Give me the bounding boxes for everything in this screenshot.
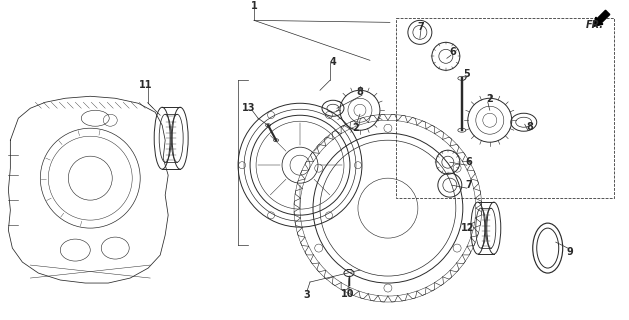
Text: 3: 3 xyxy=(304,290,310,300)
Text: 8: 8 xyxy=(526,122,533,132)
Text: 7: 7 xyxy=(418,22,424,32)
Text: 12: 12 xyxy=(461,223,474,233)
Text: 6: 6 xyxy=(465,157,472,167)
Text: 9: 9 xyxy=(566,247,573,257)
Text: FR.: FR. xyxy=(586,20,604,30)
Text: 8: 8 xyxy=(357,87,364,97)
Text: 2: 2 xyxy=(353,123,359,133)
Text: 10: 10 xyxy=(341,289,355,299)
Text: 1: 1 xyxy=(251,1,257,12)
Text: 11: 11 xyxy=(138,80,152,90)
Text: 13: 13 xyxy=(242,103,256,113)
Text: 6: 6 xyxy=(450,47,456,57)
Text: 4: 4 xyxy=(330,57,337,67)
Text: 2: 2 xyxy=(486,94,493,104)
FancyArrow shape xyxy=(594,10,610,26)
Bar xyxy=(396,18,614,198)
Text: 7: 7 xyxy=(465,180,472,190)
Text: 5: 5 xyxy=(464,69,470,79)
